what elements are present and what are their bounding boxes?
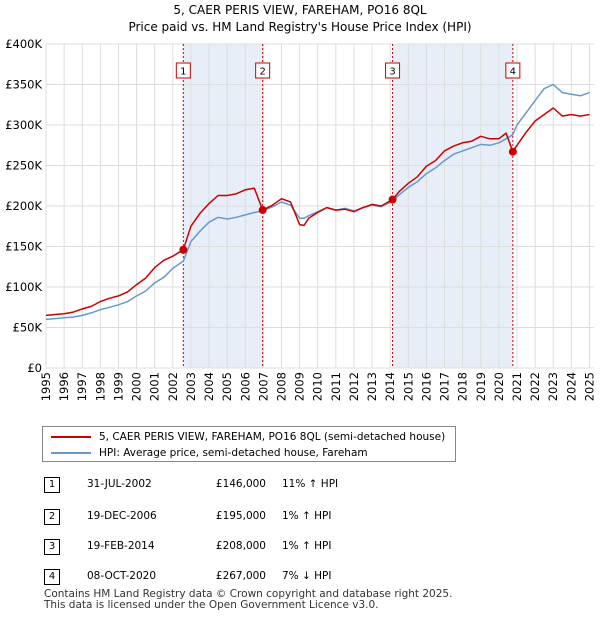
y-tick-label: £400K (5, 37, 42, 51)
price-chart: 5, CAER PERIS VIEW, FAREHAM, PO16 8QL Pr… (5, 3, 596, 401)
transaction-hpi-relation: 1% ↑ HPI (282, 540, 332, 552)
transaction-point (508, 147, 517, 156)
legend-swatch-property (51, 436, 91, 438)
x-tick-label: 2003 (184, 372, 198, 401)
x-tick-label: 2020 (492, 372, 506, 401)
transaction-number: 3 (44, 539, 60, 555)
legend-item-hpi: HPI: Average price, semi-detached house,… (51, 445, 368, 461)
transaction-number: 2 (44, 509, 60, 525)
transaction-marker-box (385, 62, 401, 79)
transaction-date: 31-JUL-2002 (87, 478, 152, 490)
x-tick-label: 2005 (220, 372, 234, 401)
x-tick-label: 1997 (75, 372, 89, 401)
x-tick-label: 1995 (39, 372, 53, 401)
transaction-date: 19-FEB-2014 (87, 540, 155, 552)
transaction-number: 1 (44, 477, 60, 493)
y-tick-label: £50K (13, 321, 43, 335)
transaction-price: £208,000 (215, 540, 266, 552)
y-tick-label: £350K (5, 78, 42, 92)
footer-copyright: Contains HM Land Registry data © Crown c… (44, 588, 453, 600)
transaction-point (258, 206, 267, 215)
x-tick-label: 1998 (93, 372, 107, 401)
x-tick-label: 2021 (510, 372, 524, 401)
x-tick-label: 2012 (347, 372, 361, 401)
legend-item-property: 5, CAER PERIS VIEW, FAREHAM, PO16 8QL (s… (51, 429, 445, 445)
transaction-date: 19-DEC-2006 (87, 510, 157, 522)
series-line-property (45, 107, 590, 317)
x-tick-label: 2022 (528, 372, 542, 401)
transaction-date: 08-OCT-2020 (87, 570, 156, 582)
x-tick-label: 2002 (166, 372, 180, 401)
x-tick-label: 2019 (474, 372, 488, 401)
y-tick-label: £150K (5, 240, 42, 254)
x-tick-label: 2014 (383, 372, 397, 401)
x-tick-label: 2015 (401, 372, 415, 401)
y-tick-label: £100K (5, 280, 42, 294)
y-tick-label: £0 (27, 361, 42, 375)
x-tick-label: 2023 (546, 372, 560, 401)
legend-label-property: 5, CAER PERIS VIEW, FAREHAM, PO16 8QL (s… (99, 431, 446, 443)
x-tick-label: 2001 (148, 372, 162, 401)
x-tick-label: 2008 (275, 372, 289, 401)
transaction-row: 3 19-FEB-2014 £208,000 1% ↑ HPI (42, 537, 442, 559)
x-tick-label: 2006 (238, 372, 252, 401)
x-tick-label: 2025 (582, 372, 596, 401)
transaction-price: £267,000 (215, 570, 266, 582)
x-tick-label: 2007 (256, 372, 270, 401)
x-tick-label: 2004 (202, 372, 216, 401)
footer: Contains HM Land Registry data © Crown c… (44, 589, 452, 611)
transaction-hpi-relation: 11% ↑ HPI (282, 478, 339, 490)
legend-label-hpi: HPI: Average price, semi-detached house,… (99, 447, 368, 459)
x-tick-label: 2017 (438, 372, 452, 401)
transaction-marker-number: 2 (259, 67, 265, 78)
x-tick-label: 2016 (419, 372, 433, 401)
transaction-marker-number: 1 (180, 67, 186, 78)
x-tick-label: 2011 (329, 372, 343, 401)
y-tick-label: £200K (5, 199, 42, 213)
chart-title: 5, CAER PERIS VIEW, FAREHAM, PO16 8QL (173, 3, 427, 17)
legend-swatch-hpi (51, 452, 91, 454)
transaction-hpi-relation: 1% ↑ HPI (282, 510, 332, 522)
transaction-price: £195,000 (215, 510, 266, 522)
transaction-marker-box (175, 62, 191, 79)
y-tick-label: £300K (5, 118, 42, 132)
footer-licence: This data is licensed under the Open Gov… (44, 599, 379, 611)
x-tick-label: 2024 (564, 372, 578, 401)
transaction-marker-number: 4 (510, 67, 516, 78)
x-tick-label: 2009 (293, 372, 307, 401)
transaction-price: £146,000 (215, 478, 266, 490)
transaction-number: 4 (44, 569, 60, 585)
x-tick-label: 2000 (130, 372, 144, 401)
chart-subtitle: Price paid vs. HM Land Registry's House … (128, 20, 471, 34)
transaction-hpi-relation: 7% ↓ HPI (282, 570, 332, 582)
y-tick-label: £250K (5, 159, 42, 173)
transaction-marker-box (255, 62, 271, 79)
x-tick-label: 2010 (311, 372, 325, 401)
legend: 5, CAER PERIS VIEW, FAREHAM, PO16 8QL (s… (42, 426, 456, 462)
x-tick-label: 1996 (57, 372, 71, 401)
transaction-row: 1 31-JUL-2002 £146,000 11% ↑ HPI (42, 475, 442, 497)
transaction-point (388, 195, 397, 204)
x-tick-label: 2018 (456, 372, 470, 401)
x-tick-label: 2013 (365, 372, 379, 401)
transaction-point (179, 245, 188, 254)
transaction-row: 4 08-OCT-2020 £267,000 7% ↓ HPI (42, 567, 442, 589)
x-tick-label: 1999 (111, 372, 125, 401)
transaction-marker-box (505, 62, 521, 79)
transaction-row: 2 19-DEC-2006 £195,000 1% ↑ HPI (42, 507, 442, 529)
transaction-marker-number: 3 (389, 67, 395, 78)
